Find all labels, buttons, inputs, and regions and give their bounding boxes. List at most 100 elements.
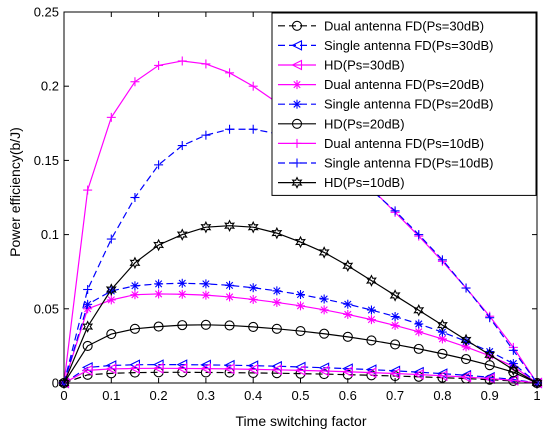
- marker-shape: [129, 363, 140, 374]
- marker-shape: [106, 328, 117, 340]
- marker-shape: [129, 256, 141, 270]
- x-tick-label: 0.6: [339, 388, 357, 403]
- marker-stroke: [415, 320, 423, 328]
- marker-shape: [177, 320, 188, 331]
- data-point: [200, 220, 212, 234]
- marker-shape: [224, 219, 235, 232]
- marker-stroke: [462, 343, 470, 351]
- series-line: [63, 371, 538, 384]
- marker-shape: [291, 176, 303, 189]
- data-point: [177, 56, 187, 66]
- data-point: [201, 279, 211, 289]
- data-point: [318, 365, 330, 377]
- legend-label: Dual antenna FD(Ps=20dB): [324, 77, 484, 92]
- data-point: [318, 246, 330, 259]
- x-tick-label: 0.4: [244, 388, 262, 403]
- marker-stroke: [178, 290, 186, 298]
- legend-entry: Dual antenna FD(Ps=20dB): [278, 77, 484, 92]
- data-point: [437, 255, 447, 265]
- legend-marker: [291, 40, 303, 51]
- data-point: [177, 289, 187, 299]
- marker-stroke: [438, 335, 447, 343]
- marker-shape: [105, 283, 117, 296]
- data-point: [460, 354, 472, 365]
- marker-stroke: [202, 291, 210, 299]
- marker-shape: [58, 376, 70, 390]
- data-point: [177, 141, 187, 151]
- marker-shape: [153, 238, 165, 252]
- marker-shape: [390, 339, 401, 350]
- data-point: [271, 226, 283, 240]
- marker-shape: [413, 343, 424, 354]
- data-point: [225, 124, 235, 134]
- marker-shape: [224, 320, 235, 331]
- data-point: [485, 313, 495, 323]
- marker-shape: [366, 335, 377, 346]
- data-point: [105, 363, 117, 375]
- data-point: [413, 343, 424, 354]
- marker-stroke: [367, 306, 376, 314]
- marker-shape: [200, 363, 211, 374]
- data-point: [390, 320, 400, 330]
- data-point: [201, 290, 211, 300]
- marker-shape: [413, 304, 425, 317]
- data-point: [342, 331, 353, 342]
- marker-stroke: [296, 290, 305, 299]
- marker-shape: [389, 368, 401, 379]
- legend-entry: Single antenna FD(Ps=10dB): [278, 156, 493, 171]
- marker-stroke: [320, 306, 328, 314]
- marker-stroke: [225, 293, 234, 301]
- marker-stroke: [296, 302, 305, 310]
- x-tick-label: 0: [60, 388, 67, 403]
- marker-stroke: [84, 300, 92, 308]
- data-point: [296, 301, 305, 311]
- data-point: [224, 219, 235, 232]
- data-point: [106, 328, 117, 340]
- y-tick-label: 0.15: [34, 153, 59, 168]
- data-point: [248, 124, 258, 134]
- series-9: [58, 219, 543, 390]
- data-point: [437, 348, 448, 359]
- marker-shape: [176, 363, 188, 374]
- data-point: [177, 320, 188, 331]
- data-point: [366, 274, 377, 287]
- marker-shape: [291, 59, 303, 71]
- legend-marker: [292, 138, 302, 148]
- data-point: [154, 279, 164, 289]
- data-point: [82, 320, 94, 333]
- data-point: [342, 366, 353, 378]
- marker-shape: [295, 326, 306, 337]
- data-point: [129, 363, 140, 374]
- legend-marker: [291, 118, 303, 129]
- data-point: [414, 230, 424, 240]
- marker-stroke: [367, 316, 376, 324]
- marker-shape: [291, 118, 303, 129]
- marker-shape: [460, 333, 472, 347]
- data-point: [201, 59, 211, 69]
- data-point: [436, 370, 448, 382]
- legend-label: Single antenna FD(Ps=20dB): [324, 97, 493, 112]
- marker-shape: [342, 366, 353, 378]
- legend-label: HD(Ps=30dB): [324, 58, 405, 73]
- legend-label: Dual antenna FD(Ps=30dB): [324, 18, 484, 33]
- marker-shape: [271, 364, 282, 376]
- data-point: [225, 68, 235, 78]
- data-point: [130, 290, 140, 300]
- marker-shape: [413, 369, 424, 380]
- legend-entry: Single antenna FD(Ps=30dB): [278, 38, 493, 53]
- data-point: [460, 333, 472, 347]
- data-point: [296, 290, 305, 300]
- y-axis-label: Power efficiency(b/J): [7, 127, 23, 257]
- data-point: [319, 294, 329, 304]
- marker-stroke: [131, 282, 139, 290]
- data-point: [461, 342, 471, 352]
- marker-shape: [291, 20, 303, 31]
- legend-entry: Dual antenna FD(Ps=30dB): [278, 18, 484, 33]
- data-point: [413, 369, 424, 380]
- marker-stroke: [225, 281, 234, 289]
- data-point: [201, 130, 211, 140]
- x-tick-label: 0.7: [386, 388, 404, 403]
- marker-shape: [105, 363, 117, 375]
